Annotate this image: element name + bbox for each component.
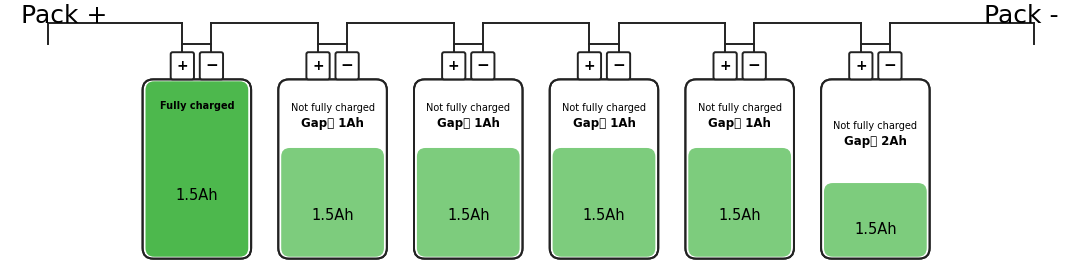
FancyBboxPatch shape [307, 52, 329, 79]
Text: 1.5Ah: 1.5Ah [176, 188, 218, 203]
Text: −: − [476, 58, 489, 73]
Text: Gap： 1Ah: Gap： 1Ah [708, 117, 771, 130]
Text: Not fully charged: Not fully charged [698, 103, 782, 113]
FancyBboxPatch shape [417, 148, 519, 257]
FancyBboxPatch shape [171, 52, 194, 79]
FancyBboxPatch shape [821, 79, 930, 259]
FancyBboxPatch shape [281, 148, 384, 257]
Text: −: − [747, 58, 760, 73]
Text: 1.5Ah: 1.5Ah [311, 208, 354, 223]
Text: Gap： 1Ah: Gap： 1Ah [301, 117, 364, 130]
FancyBboxPatch shape [743, 52, 766, 79]
FancyBboxPatch shape [824, 183, 927, 257]
FancyBboxPatch shape [553, 148, 656, 257]
Text: Not fully charged: Not fully charged [291, 103, 375, 113]
FancyBboxPatch shape [578, 52, 602, 79]
Text: Not fully charged: Not fully charged [562, 103, 646, 113]
Text: Fully charged: Fully charged [160, 101, 234, 111]
Text: +: + [176, 59, 188, 73]
Text: 1.5Ah: 1.5Ah [718, 208, 761, 223]
FancyBboxPatch shape [471, 52, 495, 79]
FancyBboxPatch shape [686, 79, 794, 259]
Text: Gap： 1Ah: Gap： 1Ah [572, 117, 635, 130]
FancyBboxPatch shape [849, 52, 873, 79]
FancyBboxPatch shape [336, 52, 359, 79]
Text: +: + [855, 59, 866, 73]
Text: −: − [340, 58, 353, 73]
Text: −: − [205, 58, 218, 73]
FancyBboxPatch shape [607, 52, 630, 79]
Text: Not fully charged: Not fully charged [427, 103, 510, 113]
Text: +: + [312, 59, 324, 73]
Text: −: − [612, 58, 625, 73]
FancyBboxPatch shape [442, 52, 465, 79]
Text: −: − [883, 58, 896, 73]
Text: 1.5Ah: 1.5Ah [447, 208, 489, 223]
FancyBboxPatch shape [714, 52, 737, 79]
Text: 1.5Ah: 1.5Ah [854, 222, 896, 237]
Text: Pack +: Pack + [22, 4, 108, 28]
FancyBboxPatch shape [146, 81, 248, 257]
Text: +: + [719, 59, 731, 73]
FancyBboxPatch shape [143, 79, 252, 259]
Text: 1.5Ah: 1.5Ah [583, 208, 625, 223]
Text: Gap： 2Ah: Gap： 2Ah [843, 135, 907, 148]
Text: +: + [583, 59, 595, 73]
FancyBboxPatch shape [414, 79, 523, 259]
Text: +: + [448, 59, 460, 73]
FancyBboxPatch shape [279, 79, 387, 259]
FancyBboxPatch shape [200, 52, 224, 79]
FancyBboxPatch shape [688, 148, 791, 257]
Text: Not fully charged: Not fully charged [834, 121, 917, 131]
Text: Gap： 1Ah: Gap： 1Ah [436, 117, 500, 130]
Text: Pack -: Pack - [984, 4, 1058, 28]
FancyBboxPatch shape [550, 79, 658, 259]
FancyBboxPatch shape [878, 52, 902, 79]
